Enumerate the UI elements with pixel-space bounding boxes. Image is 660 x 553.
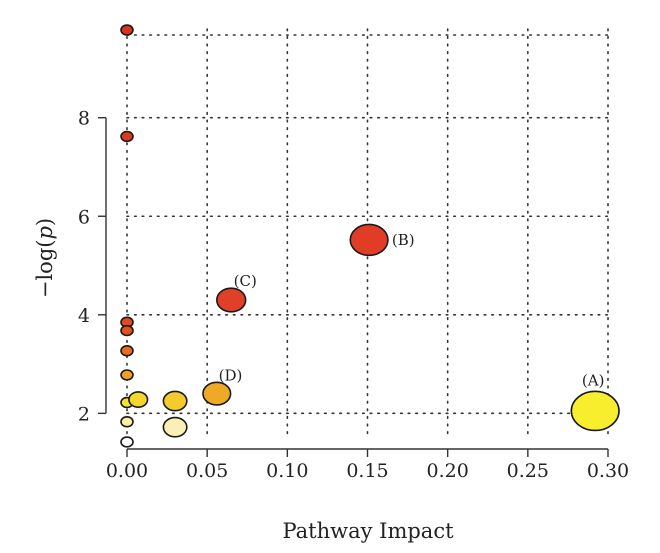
x-tick-labels: 0.00 0.05 0.10 0.15 0.20 0.25 0.30	[106, 460, 629, 482]
y-tick-labels: 2 4 6 8	[78, 108, 90, 426]
axes	[98, 116, 609, 457]
data-point	[120, 345, 134, 357]
point-label: (A)	[582, 371, 605, 389]
y-axis-label-suffix: )	[33, 218, 57, 226]
data-points	[120, 24, 620, 448]
point-label: (C)	[234, 272, 257, 290]
data-point	[120, 416, 134, 428]
y-tick-label: 8	[78, 108, 90, 130]
x-tick-label: 0.00	[106, 460, 148, 482]
x-tick-label: 0.25	[507, 460, 549, 482]
data-point	[128, 391, 149, 408]
x-axis-label: Pathway Impact	[282, 519, 454, 543]
y-axis-label-var: p	[33, 226, 57, 239]
y-tick-label: 4	[78, 305, 90, 327]
point-label: (B)	[392, 231, 415, 249]
data-point	[202, 381, 232, 406]
x-tick-label: 0.30	[587, 460, 629, 482]
x-tick-label: 0.15	[346, 460, 388, 482]
data-point	[120, 436, 134, 448]
point-label: (D)	[219, 366, 243, 384]
data-point	[120, 24, 134, 36]
point-annotations: (D) (C) (B) (A)	[219, 231, 605, 389]
y-tick-label: 2	[78, 403, 90, 425]
y-axis-label: −log(p)	[33, 218, 57, 298]
x-tick-label: 0.10	[266, 460, 308, 482]
data-point	[162, 390, 188, 412]
y-axis-label-prefix: −log(	[33, 240, 57, 299]
data-point	[120, 324, 134, 337]
data-point	[120, 130, 134, 143]
x-tick-label: 0.20	[427, 460, 469, 482]
data-point	[162, 416, 188, 438]
data-point	[570, 390, 620, 432]
data-point	[349, 223, 389, 257]
x-tick-label: 0.05	[186, 460, 228, 482]
y-tick-label: 6	[78, 206, 90, 228]
data-point	[120, 369, 134, 381]
data-point	[216, 287, 247, 313]
